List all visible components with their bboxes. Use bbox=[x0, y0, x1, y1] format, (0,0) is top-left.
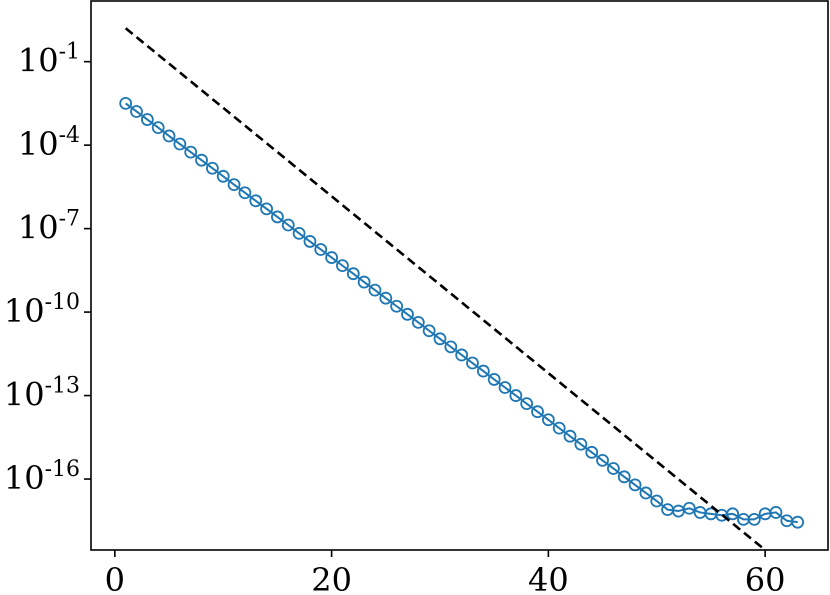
plot-area-frame bbox=[90, 0, 829, 551]
y-tick-base: 10 bbox=[18, 125, 59, 163]
data-point-marker bbox=[205, 161, 219, 175]
data-point-marker bbox=[357, 275, 371, 289]
data-point-marker bbox=[390, 299, 404, 313]
data-point-marker bbox=[151, 121, 165, 135]
data-point-marker bbox=[303, 235, 317, 248]
y-tick-base: 10 bbox=[4, 459, 45, 497]
data-point-marker bbox=[466, 356, 479, 370]
data-point-marker bbox=[552, 421, 566, 435]
series-clip-group bbox=[119, 27, 805, 550]
data-point-marker bbox=[292, 226, 306, 240]
x-tick-label: 60 bbox=[745, 561, 786, 595]
data-point-marker bbox=[379, 291, 393, 305]
data-point-marker bbox=[541, 413, 555, 427]
data-point-marker bbox=[498, 381, 512, 394]
data-point-marker bbox=[769, 506, 783, 519]
y-tick-exponent: -16 bbox=[45, 457, 80, 482]
series-line bbox=[125, 102, 798, 524]
data-point-marker bbox=[585, 445, 599, 459]
data-point-marker bbox=[639, 486, 653, 500]
data-point-marker bbox=[368, 283, 382, 297]
data-point-marker bbox=[726, 507, 740, 521]
data-point-marker bbox=[336, 259, 349, 273]
data-point-marker bbox=[487, 373, 501, 386]
data-point-marker bbox=[531, 405, 544, 419]
y-tick-base: 10 bbox=[4, 376, 45, 414]
x-tick-label: 0 bbox=[105, 561, 125, 595]
data-point-marker bbox=[520, 397, 534, 411]
data-point-marker bbox=[140, 113, 154, 126]
data-point-marker bbox=[509, 389, 523, 402]
y-tick-exponent: -7 bbox=[59, 207, 80, 232]
reference-dashed-line bbox=[124, 27, 766, 550]
y-tick-base: 10 bbox=[18, 209, 59, 247]
x-axis-ticks: 0 20 40 60 bbox=[105, 550, 786, 595]
data-point-marker bbox=[476, 364, 490, 378]
y-tick-label: 10-1 bbox=[18, 40, 80, 80]
data-point-marker bbox=[682, 501, 696, 515]
data-point-marker bbox=[346, 267, 360, 281]
y-tick-label: 10-10 bbox=[4, 290, 80, 330]
y-tick-label: 10-7 bbox=[18, 207, 80, 247]
y-tick-exponent: -10 bbox=[45, 290, 80, 315]
data-point-marker bbox=[119, 96, 133, 110]
data-point-marker bbox=[574, 437, 588, 451]
data-point-marker bbox=[130, 105, 143, 118]
data-point-marker bbox=[260, 202, 273, 216]
data-point-marker bbox=[747, 512, 761, 526]
data-point-marker bbox=[628, 478, 642, 492]
data-point-marker bbox=[650, 494, 664, 508]
data-point-marker bbox=[184, 145, 198, 159]
data-point-marker bbox=[422, 324, 436, 338]
y-tick-label: 10-4 bbox=[18, 123, 80, 163]
y-tick-label: 10-13 bbox=[4, 374, 80, 414]
data-point-marker bbox=[444, 340, 458, 354]
data-point-marker bbox=[314, 243, 328, 256]
data-point-marker bbox=[433, 332, 447, 346]
data-point-marker bbox=[195, 153, 208, 167]
y-tick-exponent: -4 bbox=[59, 123, 80, 148]
data-point-marker bbox=[271, 210, 284, 224]
data-point-marker bbox=[325, 251, 339, 264]
data-point-marker bbox=[455, 348, 469, 362]
data-point-marker bbox=[596, 454, 609, 467]
data-point-marker bbox=[791, 515, 805, 529]
data-point-marker bbox=[617, 470, 631, 484]
x-tick-label: 20 bbox=[311, 561, 352, 595]
y-tick-exponent: -1 bbox=[59, 40, 80, 65]
y-tick-exponent: -13 bbox=[45, 374, 80, 399]
y-tick-base: 10 bbox=[4, 292, 45, 330]
y-tick-label: 10-16 bbox=[4, 457, 80, 497]
series-group bbox=[119, 27, 805, 550]
y-tick-base: 10 bbox=[18, 42, 59, 80]
data-point-marker bbox=[411, 315, 425, 329]
data-point-marker bbox=[173, 137, 187, 151]
data-point-marker bbox=[162, 129, 176, 143]
data-point-marker bbox=[216, 169, 230, 183]
data-point-marker bbox=[249, 194, 263, 208]
data-point-marker bbox=[227, 178, 241, 192]
data-point-marker bbox=[401, 307, 414, 321]
x-tick-label: 40 bbox=[528, 561, 569, 595]
data-point-marker bbox=[238, 186, 252, 200]
data-point-marker bbox=[607, 462, 620, 475]
data-point-marker bbox=[563, 429, 577, 443]
data-point-marker bbox=[281, 218, 295, 232]
